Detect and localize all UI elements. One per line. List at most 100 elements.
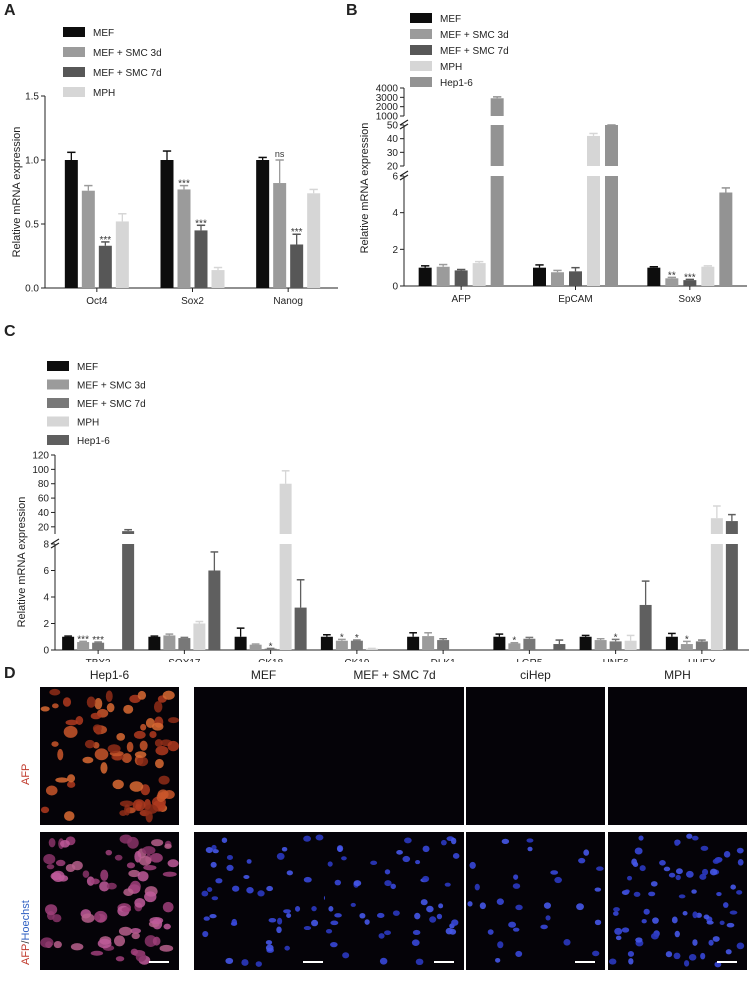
cell-afp [106, 703, 115, 713]
nucleus [303, 926, 312, 931]
cell-afp [134, 751, 147, 758]
bar [77, 642, 90, 650]
cell-merged [114, 854, 123, 861]
y-tick-label: 1.5 [25, 92, 39, 103]
nucleus [359, 912, 366, 919]
bar [490, 98, 504, 287]
nucleus [515, 904, 523, 911]
legend-swatch [410, 77, 432, 87]
nucleus [232, 885, 240, 892]
bar [695, 641, 708, 650]
nucleus [652, 917, 659, 924]
bar [148, 636, 161, 650]
nucleus [311, 919, 319, 927]
nucleus [691, 889, 697, 894]
nucleus [726, 922, 735, 928]
bar [436, 266, 450, 286]
y-tick-label: 1.0 [25, 156, 39, 167]
bar [234, 636, 247, 650]
nucleus [659, 859, 666, 866]
nucleus [205, 847, 213, 854]
legend-label: MEF + SMC 3d [440, 30, 509, 41]
nucleus [202, 930, 209, 938]
nucleus [330, 941, 338, 948]
microscopy-images: Hep1-6 MEF MEF + SMC 7d ciHep MPH [40, 668, 747, 970]
cell-merged [82, 870, 90, 878]
legend-label: MPH [93, 88, 115, 99]
cell-merged [97, 938, 112, 949]
cell-afp [153, 701, 163, 713]
cell-merged [55, 859, 66, 867]
nucleus [231, 918, 238, 926]
nucleus [628, 958, 634, 965]
cell-merged [118, 926, 133, 936]
bar [624, 640, 637, 650]
nucleus [265, 940, 273, 945]
cell-merged [121, 907, 132, 913]
cell-merged [93, 913, 101, 921]
bar [587, 135, 600, 286]
nucleus [265, 944, 274, 952]
bar [680, 644, 693, 650]
nucleus [452, 853, 460, 859]
y-tick-label: 4 [43, 593, 49, 604]
microscopy-panel: AFP AFP/Hoechst Hep1-6 MEF MEF + SMC 7d ciH… [0, 665, 749, 987]
cell-merged [167, 859, 179, 868]
column-header: Hep1-6 [90, 668, 130, 682]
nucleus [583, 849, 590, 856]
bar [98, 245, 112, 288]
cell-merged [128, 869, 141, 878]
nucleus [674, 840, 680, 846]
nucleus [624, 889, 630, 894]
axis-break-mark [399, 123, 409, 130]
significance-label: * [685, 634, 689, 645]
cell-afp [94, 697, 103, 710]
nucleus [429, 916, 437, 923]
bar [533, 267, 546, 286]
nucleus [376, 912, 385, 918]
bar [647, 267, 661, 286]
significance-label: * [512, 636, 516, 647]
axis-break-mark [399, 170, 409, 177]
nucleus [436, 913, 443, 920]
nucleus [370, 860, 378, 865]
cell-merged [152, 936, 161, 946]
bar [472, 263, 486, 286]
bar [294, 607, 307, 650]
y-tick-label: 6 [392, 172, 398, 183]
nucleus [444, 882, 451, 887]
x-tick-label: HNF6 [603, 658, 630, 662]
nucleus [281, 846, 288, 852]
cell-merged [159, 944, 174, 952]
bar [508, 643, 521, 650]
nucleus [641, 919, 647, 924]
nucleus [527, 846, 533, 852]
nucleus [550, 870, 559, 875]
nucleus [420, 899, 428, 906]
bar [350, 640, 363, 650]
micrograph-afp-hoechst [194, 832, 333, 970]
cell-afp [95, 729, 102, 735]
y-tick-label: 80 [38, 479, 50, 490]
nucleus [390, 883, 396, 890]
cell-merged [113, 935, 126, 947]
legend-label: MEF [440, 14, 461, 25]
y-tick-label: 120 [32, 451, 49, 462]
legend-swatch [47, 416, 69, 427]
nucleus [674, 930, 680, 938]
nucleus [614, 927, 623, 935]
cell-afp [158, 775, 170, 785]
legend-label: Hep1-6 [77, 436, 110, 447]
nucleus [246, 887, 254, 894]
x-tick-label: SOX17 [168, 658, 201, 662]
nucleus [714, 961, 722, 968]
cell-afp [51, 741, 59, 747]
cell-afp [45, 785, 58, 796]
nucleus [268, 917, 277, 923]
significance-label: ** [668, 270, 676, 281]
nucleus [638, 835, 644, 841]
bar-break [586, 166, 601, 176]
nucleus [508, 921, 517, 928]
cell-afp [86, 696, 96, 708]
